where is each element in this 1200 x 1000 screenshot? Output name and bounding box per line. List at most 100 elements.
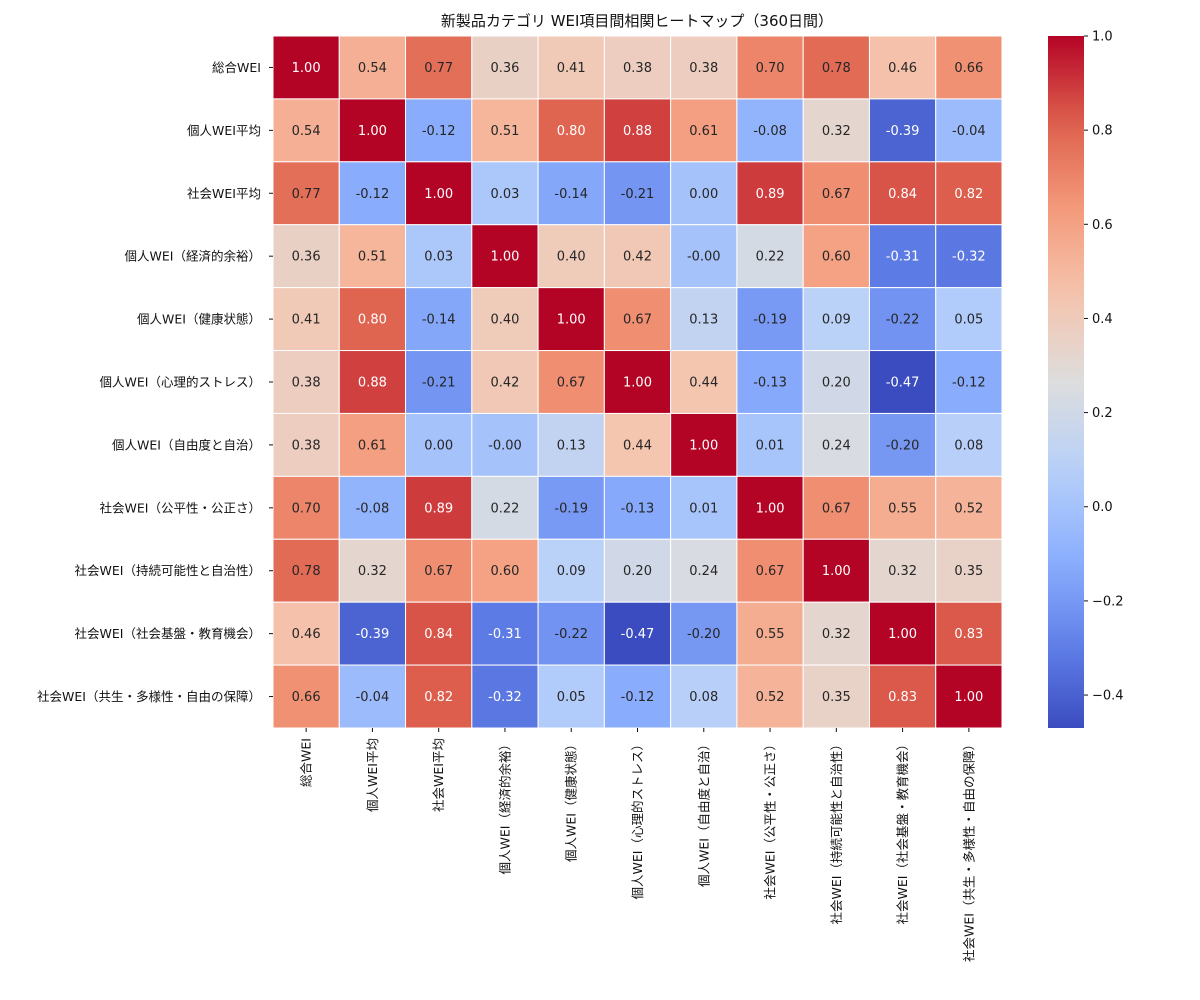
cell-value-label: 0.82 xyxy=(424,690,453,705)
chart-title: 新製品カテゴリ WEI項目間相関ヒートマップ（360日間） xyxy=(441,12,833,30)
heatmap-cell xyxy=(736,35,804,100)
cell-value-label: -0.21 xyxy=(422,376,456,391)
cell-value-label: 0.36 xyxy=(490,61,519,76)
cell-value-label: 0.61 xyxy=(358,438,387,453)
cell-value-label: 0.67 xyxy=(822,501,851,516)
heatmap-cell xyxy=(603,538,672,603)
x-tick-label: 社会WEI（持続可能性と自治性） xyxy=(829,738,844,924)
heatmap-cell xyxy=(272,475,340,540)
cell-value-label: 0.55 xyxy=(888,501,917,516)
cell-value-label: 0.89 xyxy=(756,187,785,202)
cell-value-label: 0.01 xyxy=(689,501,718,516)
cell-value-label: 0.24 xyxy=(689,564,718,579)
y-tick-label: 社会WEI（持続可能性と自治性） xyxy=(75,563,261,578)
heatmap-cell xyxy=(736,98,804,163)
heatmap-cell xyxy=(338,412,407,477)
cell-value-label: 0.42 xyxy=(490,376,519,391)
heatmap-cell xyxy=(405,35,473,100)
cell-value-label: -0.12 xyxy=(422,124,456,139)
cell-value-label: 0.67 xyxy=(557,376,586,391)
heatmap-cell xyxy=(272,601,340,666)
cell-value-label: 1.00 xyxy=(689,438,718,453)
heatmap-cell xyxy=(272,350,340,414)
cell-value-label: 0.66 xyxy=(292,690,321,705)
x-tick-label: 社会WEI（社会基盤・教育機会） xyxy=(895,738,910,924)
heatmap-cell xyxy=(405,412,473,477)
x-tick-label: 個人WEI平均 xyxy=(365,738,380,812)
heatmap-cell xyxy=(935,538,1003,603)
y-tick-label: 個人WEI（経済的余裕） xyxy=(125,249,261,264)
cell-value-label: 1.00 xyxy=(756,501,785,516)
colorbar-gradient xyxy=(1048,36,1084,728)
cell-value-label: 0.66 xyxy=(954,61,983,76)
cell-value-label: 0.78 xyxy=(822,61,851,76)
cell-value-label: 0.38 xyxy=(623,61,652,76)
heatmap-cell xyxy=(802,412,870,477)
colorbar-tick-label: 0.4 xyxy=(1092,312,1113,327)
heatmap-cell xyxy=(935,350,1003,414)
heatmap-cell xyxy=(670,412,738,477)
cell-value-label: 0.20 xyxy=(623,564,652,579)
cell-value-label: 0.44 xyxy=(689,376,718,391)
heatmap-cell xyxy=(272,412,340,477)
cell-value-label: 0.03 xyxy=(424,250,453,265)
cell-value-label: 0.88 xyxy=(358,376,387,391)
x-tick-label: 社会WEI（公平性・公正さ） xyxy=(763,738,778,899)
heatmap-cell xyxy=(537,664,605,729)
heatmap-cell xyxy=(603,475,672,540)
cell-value-label: 0.00 xyxy=(424,438,453,453)
cell-value-label: 0.83 xyxy=(888,690,917,705)
cell-value-label: 0.54 xyxy=(292,124,321,139)
heatmap-cell xyxy=(802,224,870,289)
cell-value-label: -0.47 xyxy=(886,376,920,391)
cell-value-label: 0.09 xyxy=(557,564,586,579)
cell-value-label: 0.00 xyxy=(689,187,718,202)
cell-value-label: 0.54 xyxy=(358,61,387,76)
cell-value-label: -0.14 xyxy=(554,187,588,202)
heatmap-cell xyxy=(736,475,804,540)
cell-value-label: -0.04 xyxy=(952,124,986,139)
y-tick-label: 社会WEI平均 xyxy=(187,186,261,201)
heatmap-cell xyxy=(868,287,937,352)
heatmap-cell xyxy=(603,287,672,352)
cell-value-label: 0.38 xyxy=(689,61,718,76)
heatmap-cell xyxy=(471,475,539,540)
x-tick-label: 個人WEI（経済的余裕） xyxy=(497,738,512,874)
heatmap-cell xyxy=(935,664,1003,729)
heatmap-cell xyxy=(935,98,1003,163)
cell-value-label: 0.22 xyxy=(756,250,785,265)
cell-value-label: -0.39 xyxy=(356,627,390,642)
cell-value-label: 0.32 xyxy=(822,627,851,642)
heatmap-cell xyxy=(935,601,1003,666)
cell-value-label: -0.14 xyxy=(422,313,456,328)
cell-value-label: -0.32 xyxy=(952,250,986,265)
cell-value-label: 1.00 xyxy=(822,564,851,579)
cell-value-label: 0.40 xyxy=(557,250,586,265)
cell-value-label: 0.89 xyxy=(424,501,453,516)
cell-value-label: 1.00 xyxy=(424,187,453,202)
heatmap-cell xyxy=(802,664,870,729)
cell-value-label: -0.00 xyxy=(488,438,522,453)
cell-value-label: 0.52 xyxy=(954,501,983,516)
heatmap-cell xyxy=(935,161,1003,226)
cell-value-label: 0.41 xyxy=(292,313,321,328)
heatmap-cell xyxy=(405,664,473,729)
x-tick-label: 総合WEI xyxy=(299,738,314,787)
heatmap-cell xyxy=(603,161,672,226)
heatmap-cell xyxy=(935,475,1003,540)
heatmap-cell xyxy=(471,350,539,414)
heatmap-cell xyxy=(868,664,937,729)
heatmap-cells: 1.00 0.54 0.77 0.36 0.41 0.38 0.38 0.70 0.78 0.46… xyxy=(272,35,1003,729)
heatmap-cell xyxy=(603,224,672,289)
cell-value-label: 0.80 xyxy=(358,313,387,328)
cell-value-label: 0.38 xyxy=(292,438,321,453)
cell-value-label: -0.31 xyxy=(886,250,920,265)
cell-value-label: 0.67 xyxy=(756,564,785,579)
cell-value-label: 0.05 xyxy=(557,690,586,705)
heatmap-cell xyxy=(736,412,804,477)
y-tick-label: 個人WEI（自由度と自治） xyxy=(112,437,261,452)
cell-value-label: 0.70 xyxy=(756,61,785,76)
cell-value-label: -0.32 xyxy=(488,690,522,705)
